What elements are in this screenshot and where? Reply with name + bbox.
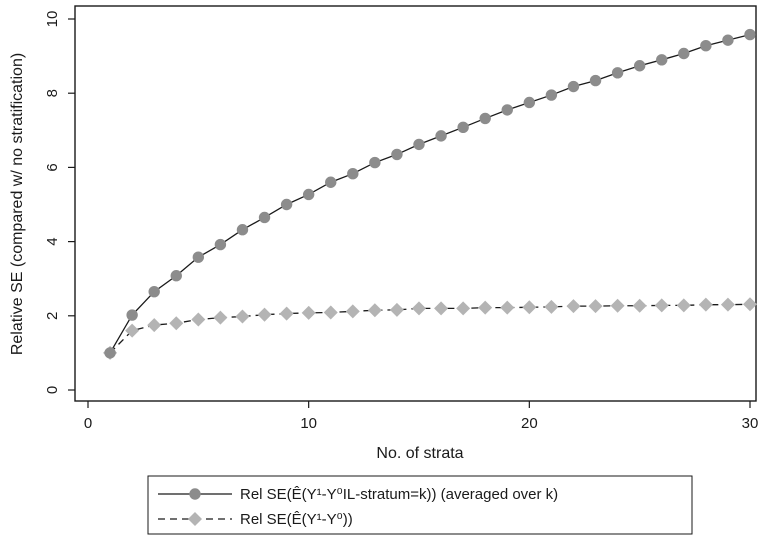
series-2-point (301, 305, 316, 320)
series-2-point (588, 299, 603, 314)
series-1-point (611, 67, 624, 79)
series-1-point (325, 176, 337, 188)
series-2-point (235, 309, 250, 324)
series-2-point (544, 299, 559, 314)
x-axis-title: No. of strata (376, 445, 463, 462)
legend-label-series-1: Rel SE(Ê(Y¹-Y⁰IL-stratum=k)) (averaged o… (240, 486, 558, 503)
series-layer (103, 28, 758, 360)
series-1-point (700, 40, 712, 52)
series-2-point (191, 312, 206, 327)
y-tick-label: 6 (44, 163, 61, 171)
x-tick-label: 20 (521, 415, 538, 432)
series-1-point (214, 238, 227, 251)
series-1-point (678, 47, 690, 60)
series-1-point (435, 130, 447, 142)
series-1-point (391, 148, 403, 161)
series-1-point (148, 285, 160, 298)
series-1-point (104, 347, 116, 359)
series-2-point (389, 302, 404, 317)
series-1-point (258, 211, 271, 224)
series-2-point (632, 298, 647, 313)
series-2-point (323, 305, 338, 320)
y-tick-label: 8 (44, 89, 61, 97)
series-1-point (523, 96, 536, 109)
series-1-point (413, 138, 425, 151)
plot-frame (74, 5, 757, 402)
series-2-point (147, 318, 162, 333)
series-1-point (567, 80, 580, 93)
legend: Rel SE(Ê(Y¹-Y⁰IL-stratum=k)) (averaged o… (147, 475, 693, 535)
series-2-point (125, 323, 140, 338)
series-1-point (633, 60, 646, 72)
series-2-point (720, 297, 735, 312)
series-2-point (367, 303, 382, 318)
series-2-point (345, 304, 360, 319)
series-2-point (456, 301, 471, 316)
series-2-point (213, 310, 228, 325)
y-tick-label: 2 (44, 312, 61, 320)
series-2-point (257, 307, 272, 322)
series-2-point (698, 297, 713, 312)
series-2-point (478, 300, 493, 315)
series-2-point (279, 306, 294, 321)
legend-swatch-series-1 (158, 488, 232, 500)
legend-swatch-series-2 (158, 511, 232, 527)
series-1-point (457, 121, 469, 134)
series-1-point (722, 34, 734, 46)
x-tick-label: 0 (84, 415, 92, 432)
series-1-point (302, 188, 315, 201)
series-1-point (501, 104, 513, 116)
series-1-point (656, 54, 668, 66)
series-1-point (236, 224, 249, 236)
legend-box (147, 475, 693, 535)
series-2-point (434, 301, 449, 316)
series-1-point (479, 112, 491, 125)
series-1-point (280, 198, 293, 211)
y-axis-title: Relative SE (compared w/ no stratificati… (9, 53, 26, 355)
series-2-point (610, 298, 625, 313)
series-1-point (347, 168, 359, 180)
series-1-point (545, 89, 558, 101)
series-1-point (170, 270, 182, 282)
series-2-point (500, 300, 515, 315)
series-2-point (566, 299, 581, 314)
x-tick-label: 30 (742, 415, 759, 432)
series-1-point (589, 74, 602, 87)
series-1-point (369, 156, 381, 169)
series-1-point (126, 309, 138, 321)
series-1-point (744, 28, 756, 41)
series-2-point (169, 316, 184, 331)
y-tick-label: 4 (44, 237, 61, 245)
legend-marker-series-2 (187, 511, 203, 527)
legend-marker-series-1 (189, 488, 201, 500)
y-tick-label: 10 (44, 11, 61, 28)
series-2-point (676, 298, 691, 313)
legend-label-series-2: Rel SE(Ê(Y¹-Y⁰)) (240, 511, 353, 528)
x-tick-label: 10 (300, 415, 317, 432)
series-2-point (411, 301, 427, 316)
series-1-point (192, 251, 205, 263)
series-2-point (522, 300, 537, 315)
series-2-point (654, 298, 669, 313)
y-tick-label: 0 (44, 386, 61, 394)
axes-layer: 0 10 20 30 0 2 4 6 8 10 (44, 11, 758, 432)
series-2-point (742, 297, 758, 312)
